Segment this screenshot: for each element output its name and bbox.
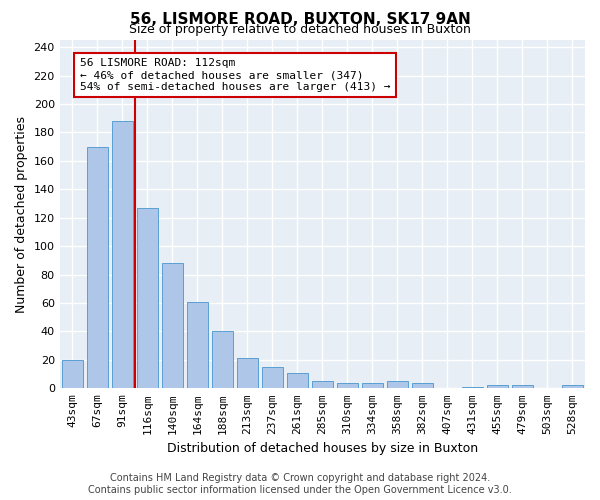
Bar (137, 208, 158, 388)
Bar (312, 381, 333, 388)
Bar (562, 386, 583, 388)
Text: Size of property relative to detached houses in Buxton: Size of property relative to detached ho… (129, 22, 471, 36)
Text: 56 LISMORE ROAD: 112sqm
← 46% of detached houses are smaller (347)
54% of semi-d: 56 LISMORE ROAD: 112sqm ← 46% of detache… (80, 58, 390, 92)
X-axis label: Distribution of detached houses by size in Buxton: Distribution of detached houses by size … (167, 442, 478, 455)
Bar (262, 367, 283, 388)
Bar (462, 387, 483, 388)
Bar (512, 386, 533, 388)
Y-axis label: Number of detached properties: Number of detached properties (15, 116, 28, 312)
Bar (337, 382, 358, 388)
Bar (487, 386, 508, 388)
Bar (187, 302, 208, 388)
Bar (362, 382, 383, 388)
Bar (387, 381, 408, 388)
Bar (62, 360, 83, 388)
Text: Contains HM Land Registry data © Crown copyright and database right 2024.
Contai: Contains HM Land Registry data © Crown c… (88, 474, 512, 495)
Bar (161, 263, 183, 388)
Bar (236, 358, 258, 388)
Bar (86, 146, 108, 388)
Bar (287, 372, 308, 388)
Bar (412, 382, 433, 388)
Bar (112, 121, 133, 388)
Text: 56, LISMORE ROAD, BUXTON, SK17 9AN: 56, LISMORE ROAD, BUXTON, SK17 9AN (130, 12, 470, 28)
Bar (212, 332, 233, 388)
